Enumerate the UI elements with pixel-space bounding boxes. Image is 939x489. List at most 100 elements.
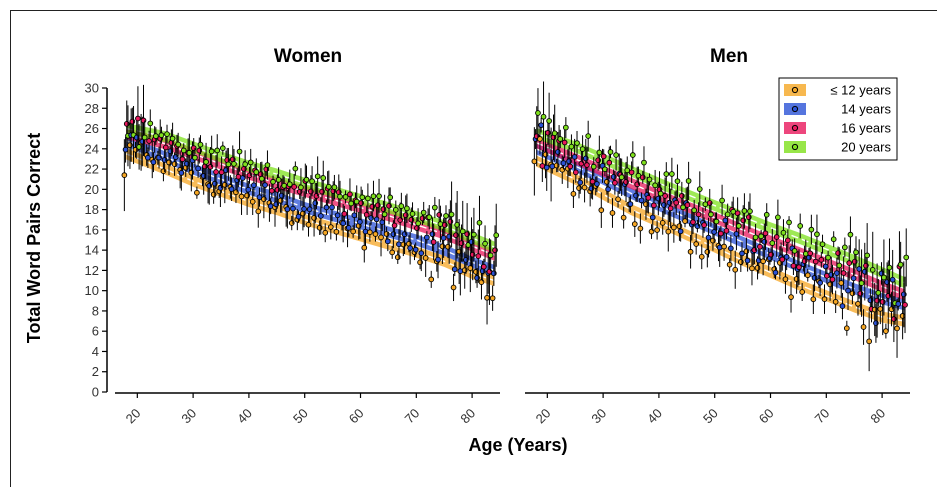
point-0-3-51 [309,178,315,185]
point-0-3-42 [259,175,265,182]
point-1-1-82 [889,276,896,283]
point-0-1-72 [424,234,430,241]
point-0-0-31 [194,189,200,196]
point-1-0-46 [687,248,694,255]
point-0-0-62 [367,229,373,236]
point-1-2-27 [584,162,590,168]
point-1-0-40 [654,227,660,233]
point-1-3-79 [875,289,882,296]
y-tick-label-6: 6 [92,324,99,339]
point-0-1-54 [323,204,330,211]
point-0-1-23 [150,159,157,165]
point-1-3-28 [590,163,597,170]
point-0-1-18 [122,146,129,153]
point-1-1-39 [649,214,656,221]
point-1-0-36 [631,221,638,227]
point-1-1-35 [627,201,634,207]
point-0-3-26 [169,135,176,142]
point-1-3-74 [847,231,854,238]
point-0-1-63 [373,216,380,223]
point-1-1-83 [895,301,902,307]
point-1-1-19 [538,122,544,129]
point-1-2-35 [628,169,635,176]
point-1-0-54 [732,266,739,273]
point-1-2-74 [846,260,853,266]
point-1-3-27 [585,133,592,139]
point-1-3-51 [719,197,725,204]
panel-title-men: Men [710,46,748,67]
point-0-3-29 [186,149,193,156]
point-1-3-73 [841,244,848,251]
point-0-3-24 [158,132,165,139]
point-1-0-76 [855,300,861,307]
point-0-3-30 [192,154,198,161]
point-1-2-46 [690,219,696,225]
point-1-2-45 [684,202,691,208]
point-1-3-83 [897,261,904,268]
point-1-2-51 [718,230,724,237]
legend: ≤ 12 years 14 years 16 years 20 years [778,77,898,161]
point-0-3-40 [247,159,254,166]
x-tick-label-0-50: 50 [290,406,311,427]
point-0-2-22 [146,138,152,144]
point-1-0-32 [609,210,616,216]
point-0-0-18 [121,172,128,178]
point-1-2-42 [667,205,674,212]
point-1-3-64 [791,248,798,254]
point-1-0-27 [581,184,588,191]
point-1-2-63 [784,237,791,244]
point-1-1-69 [817,279,823,286]
point-1-0-80 [877,306,884,312]
panel-title-women: Women [274,46,342,67]
point-0-1-41 [251,182,257,189]
point-0-3-70 [415,220,421,227]
point-1-3-68 [814,231,820,238]
point-0-0-51 [305,221,312,228]
point-0-0-80 [467,265,474,271]
point-0-1-53 [317,213,324,219]
point-1-0-53 [726,261,733,268]
point-0-0-61 [361,244,368,251]
point-1-0-59 [760,258,766,265]
point-0-3-21 [141,134,148,141]
point-0-2-81 [475,253,482,259]
x-tick-label-1-40: 40 [644,406,665,427]
point-1-1-23 [560,160,567,166]
point-1-3-44 [680,204,686,211]
point-0-3-50 [303,176,310,183]
point-0-3-49 [298,184,304,191]
y-tick-label-12: 12 [85,263,99,278]
point-0-1-60 [357,218,363,225]
point-1-2-24 [567,163,574,170]
point-0-3-39 [242,161,248,168]
point-0-3-44 [270,178,276,185]
point-1-2-58 [757,243,763,250]
x-tick-label-1-30: 30 [588,406,609,427]
point-0-3-34 [214,147,221,154]
point-0-1-43 [262,182,268,188]
point-1-3-59 [763,211,770,218]
x-tick-label-1-80: 80 [867,406,888,427]
point-0-2-44 [268,187,275,194]
legend-marker-3 [791,143,799,151]
point-1-0-72 [832,298,839,305]
point-0-1-58 [345,224,352,231]
point-1-3-18 [535,110,541,116]
point-1-3-49 [708,211,714,218]
point-1-2-39 [651,202,657,209]
point-0-3-72 [426,214,433,221]
point-1-0-64 [788,294,794,300]
point-1-2-62 [779,256,786,263]
point-1-0-74 [843,325,850,332]
point-1-0-73 [838,280,845,286]
point-1-3-20 [546,118,552,124]
point-1-2-59 [762,230,769,237]
point-1-1-72 [834,270,840,276]
point-0-0-55 [327,224,334,230]
point-0-1-49 [295,213,302,220]
point-1-2-61 [773,234,780,240]
point-0-3-81 [476,219,483,226]
point-1-3-81 [886,264,893,271]
point-1-1-74 [845,287,851,294]
point-0-1-40 [245,186,252,193]
